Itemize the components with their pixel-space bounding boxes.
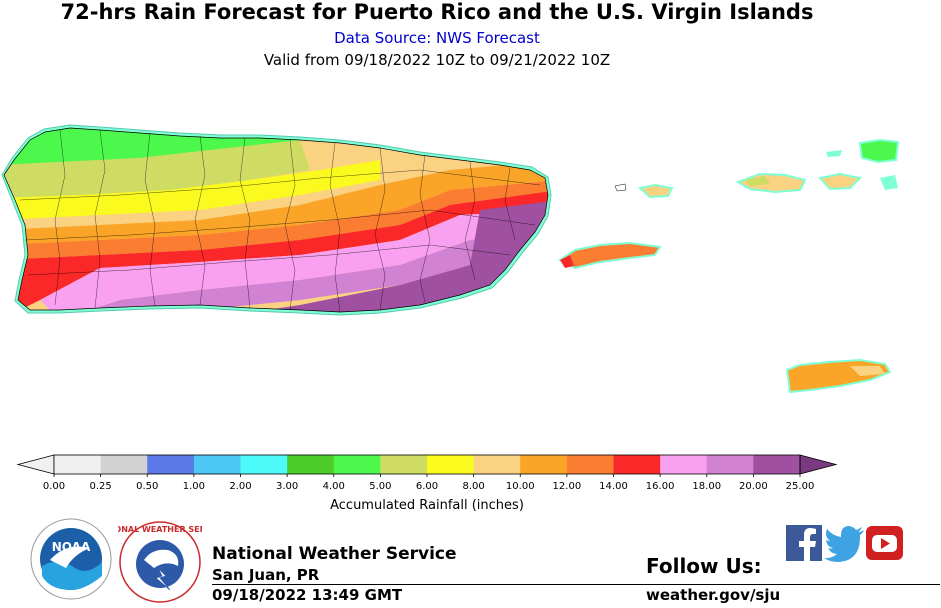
culebra-island [637,183,674,199]
band-12 [4,160,548,245]
colorbar-swatch [333,455,381,474]
colorbar-tick-label: 10.00 [506,481,535,492]
colorbar-tick-label: 3.00 [276,481,298,492]
municipal-boundaries [19,129,541,313]
noaa-logo: NOAA [30,518,112,604]
colorbar-tick-label: 20.00 [739,481,768,492]
colorbar-tick-label: 6.00 [416,481,438,492]
colorbar-swatch [54,455,102,474]
svg-text:NATIONAL WEATHER SERVICE: NATIONAL WEATHER SERVICE [118,525,202,534]
colorbar-tick-label: 0.00 [43,481,65,492]
colorbar-tick-label: 0.50 [136,481,158,492]
colorbar-tick-label: 25.00 [786,481,815,492]
valid-period: Valid from 09/18/2022 10Z to 09/21/2022 … [263,51,611,69]
st-john-island [818,172,863,191]
map-title: 72-hrs Rain Forecast for Puerto Rico and… [60,0,814,24]
colorbar-tick-label: 18.00 [692,481,721,492]
facebook-icon[interactable] [786,525,822,565]
colorbar-swatch [100,455,148,474]
website-link[interactable]: weather.gov/sju [646,586,781,604]
colorbar-swatch [193,455,241,474]
colorbar-tick-label: 12.00 [553,481,582,492]
colorbar-swatch [706,455,754,474]
band-16 [4,190,548,312]
colorbar-tick-label: 0.25 [89,481,111,492]
colorbar-swatch [240,455,288,474]
colorbar-max-arrow [799,454,838,475]
colorbar-swatch [380,455,428,474]
office-name: San Juan, PR [212,566,940,585]
vieques-island [558,241,662,270]
colorbar-tick-label: 1.00 [183,481,205,492]
colorbar-tick-label: 2.00 [229,481,251,492]
follow-us-label: Follow Us: [646,554,762,578]
nws-logo: NATIONAL WEATHER SERVICE [94,520,226,608]
data-source: Data Source: NWS Forecast [334,29,540,47]
colorbar-swatch [566,455,614,474]
colorbar-swatch [147,455,195,474]
colorbar-swatch [473,455,521,474]
colorbar-swatch [287,455,335,474]
issue-time: 09/18/2022 13:49 GMT [212,586,403,604]
band-25 [200,200,548,312]
colorbar-tick-label: 16.00 [646,481,675,492]
colorbar-tick-label: 8.00 [462,481,484,492]
colorbar-swatch [660,455,708,474]
colorbar-label: Accumulated Rainfall (inches) [330,498,524,513]
rainfall-map [1,124,900,394]
colorbar-tick-label: 4.00 [323,481,345,492]
band-6-8-north [4,140,310,198]
colorbar-swatch [520,455,568,474]
colorbar-min-arrow [16,454,55,475]
st-croix-island [785,358,892,394]
band-18 [40,210,548,312]
band-14 [4,180,548,260]
twitter-icon[interactable] [824,524,866,566]
rainfall-colorbar: 0.00 0.25 0.50 1.00 2.00 3.00 4.00 5.00 6.00 8.00… [16,454,838,492]
svg-text:NOAA: NOAA [52,540,91,554]
colorbar-swatch [753,455,801,474]
colorbar-tick-label: 14.00 [599,481,628,492]
colorbar-tick-label: 5.00 [369,481,391,492]
bvi-islands [858,138,900,164]
colorbar-swatch [613,455,661,474]
youtube-icon[interactable] [866,526,903,564]
pr-coastline [3,127,549,313]
agency-name: National Weather Service [212,544,457,564]
colorbar-swatch [427,455,475,474]
band-20 [60,230,548,312]
